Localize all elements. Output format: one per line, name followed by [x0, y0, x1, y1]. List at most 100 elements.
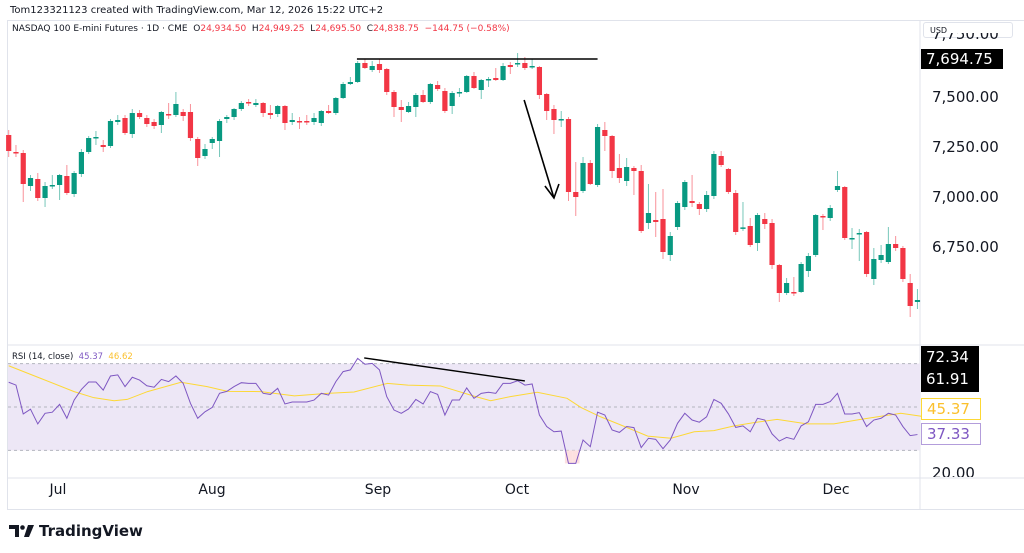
candle	[158, 111, 164, 133]
candle-body	[609, 136, 615, 171]
candle	[253, 99, 259, 107]
candle	[325, 105, 332, 114]
candle-body	[238, 103, 244, 109]
candle-body	[689, 201, 695, 203]
close-value: 24,838.75	[373, 24, 419, 34]
candle	[289, 113, 295, 125]
candle-body	[260, 103, 266, 113]
candle	[674, 201, 681, 230]
candle	[173, 92, 179, 117]
candle	[42, 182, 48, 207]
rsi-oversold-fill	[572, 450, 580, 464]
candle	[64, 165, 70, 195]
candle-body	[769, 223, 775, 265]
rsi-title: RSI (14, close)	[12, 352, 74, 362]
candle	[609, 135, 615, 178]
rsi-legend[interactable]: RSI (14, close) 45.37 46.62	[12, 352, 133, 362]
candle	[376, 59, 383, 73]
candle	[696, 202, 702, 215]
candle	[682, 180, 688, 210]
candle-body	[842, 187, 848, 238]
candle-body	[587, 163, 593, 184]
candle-body	[878, 255, 884, 260]
candle-body	[907, 283, 913, 306]
candle	[667, 232, 673, 261]
candle	[49, 175, 55, 189]
candle-body	[158, 112, 164, 125]
candle	[391, 90, 397, 117]
candle-body	[355, 63, 361, 82]
candle	[856, 229, 862, 261]
candle	[282, 105, 288, 130]
candle-body	[725, 169, 732, 192]
candle-body	[536, 67, 543, 95]
candle	[747, 218, 753, 247]
candle-body	[173, 104, 179, 115]
candle	[398, 100, 404, 122]
candle-body	[762, 219, 768, 224]
rsi-line	[8, 357, 918, 464]
rsi-oversold-fill	[564, 450, 573, 464]
candle-body	[435, 85, 441, 89]
candle-body	[6, 135, 12, 151]
candle	[275, 105, 281, 117]
rsi-value: 45.37	[78, 352, 104, 362]
candle-body	[522, 63, 528, 68]
candle	[78, 149, 84, 177]
candle	[202, 144, 208, 159]
candle-body	[849, 238, 855, 240]
candle	[907, 274, 913, 317]
candle-body	[86, 138, 92, 152]
time-tick-jul: Jul	[49, 482, 67, 498]
candle-body	[253, 103, 259, 105]
candle	[885, 227, 891, 264]
rsi-pane	[8, 357, 925, 464]
candle	[893, 236, 899, 251]
candle-body	[93, 137, 99, 139]
candle-body	[100, 145, 106, 147]
candle-body	[42, 186, 48, 198]
candle-body	[558, 119, 564, 121]
candle	[536, 66, 543, 99]
candle-body	[733, 193, 739, 232]
candle-body	[696, 204, 702, 209]
symbol-title: NASDAQ 100 E-mini Futures · 1D · CME	[12, 24, 188, 34]
time-tick-dec: Dec	[822, 482, 850, 498]
candle	[762, 213, 768, 229]
candle-body	[369, 66, 375, 70]
candle	[900, 246, 906, 282]
candle-body	[304, 121, 310, 123]
candle-body	[871, 259, 877, 279]
candle-body	[863, 232, 870, 274]
candle-body	[384, 69, 390, 92]
time-tick-aug: Aug	[198, 482, 226, 498]
candle	[420, 90, 426, 103]
candle-body	[115, 120, 121, 122]
symbol-legend[interactable]: NASDAQ 100 E-mini Futures · 1D · CME O24…	[12, 24, 510, 34]
down-arrow-shaft	[523, 99, 555, 199]
candle-body	[35, 179, 41, 198]
candle	[638, 165, 644, 233]
candle-body	[624, 167, 630, 181]
candle-body	[129, 113, 135, 134]
change-value: −144.75 (−0.58%)	[424, 24, 510, 34]
currency-selector[interactable]: USD	[923, 22, 1013, 38]
candle	[464, 75, 470, 93]
candle	[231, 108, 237, 120]
drawings-layer[interactable]	[356, 58, 598, 382]
candle	[863, 231, 870, 277]
candle-body	[638, 171, 644, 231]
candle	[529, 59, 535, 69]
candle	[195, 137, 201, 166]
candle	[100, 140, 106, 152]
candle-body	[246, 102, 252, 104]
candle-body	[667, 236, 673, 255]
candle-body	[602, 130, 608, 136]
candle-body	[376, 64, 383, 70]
candle	[711, 151, 717, 199]
candle-body	[27, 178, 34, 186]
candle	[238, 101, 244, 111]
candle	[347, 77, 353, 85]
tradingview-logo[interactable]: TradingView	[9, 522, 143, 540]
